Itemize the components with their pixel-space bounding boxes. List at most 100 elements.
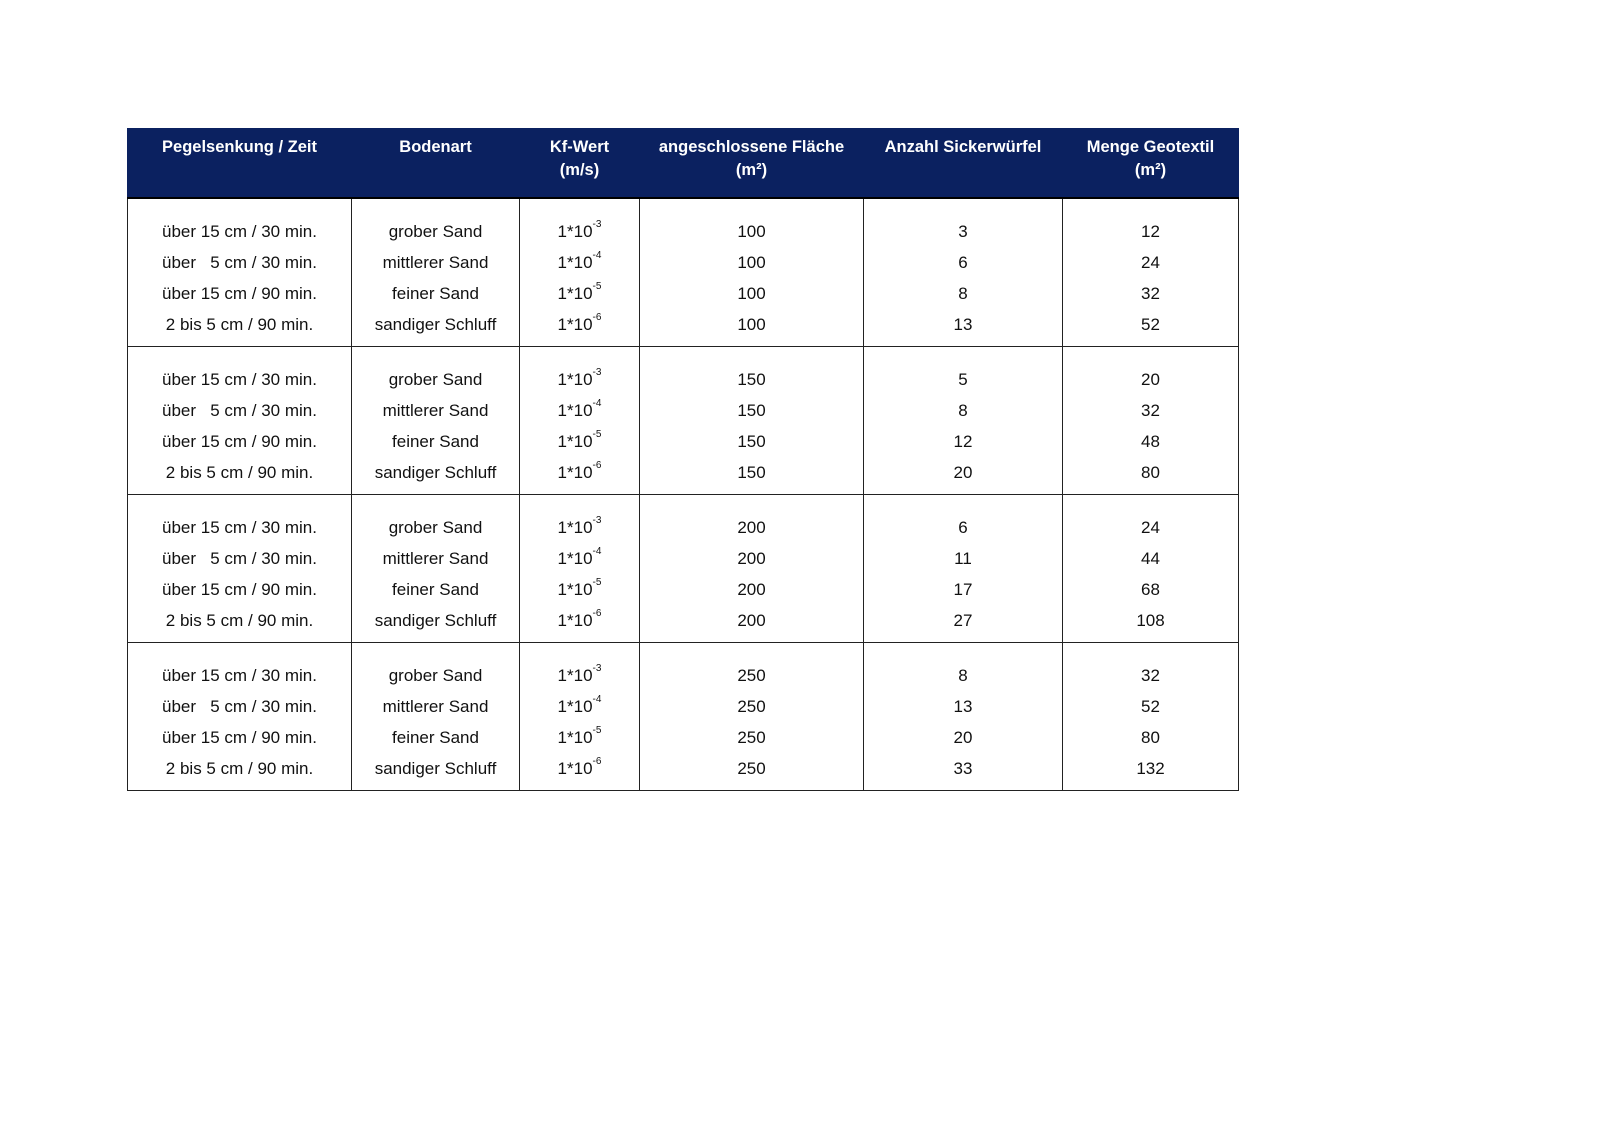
kf-base: 1*10 bbox=[557, 222, 593, 241]
bodenart-value: grober Sand bbox=[388, 518, 483, 537]
geotextil-value: 52 bbox=[1141, 697, 1160, 716]
kf-exponent: -3 bbox=[592, 663, 602, 674]
kf-exponent: -6 bbox=[592, 608, 602, 619]
sickerwuerfel-value: 5 bbox=[958, 370, 968, 389]
kf-base: 1*10 bbox=[557, 315, 593, 334]
kf-exponent: -3 bbox=[592, 515, 602, 526]
flaeche-value: 150 bbox=[737, 432, 766, 451]
geotextil-value: 32 bbox=[1141, 284, 1160, 303]
bodenart-value: grober Sand bbox=[388, 666, 483, 685]
kf-exponent: -4 bbox=[592, 250, 602, 261]
bodenart-value: mittlerer Sand bbox=[382, 253, 489, 272]
table-cell: 3 6 8 13 bbox=[863, 198, 1063, 347]
sickerwuerfel-value: 27 bbox=[953, 611, 973, 630]
flaeche-value: 100 bbox=[737, 253, 766, 272]
table-cell: grober Sand mittlerer Sand feiner Sand sand… bbox=[351, 346, 520, 495]
bodenart-value: feiner Sand bbox=[392, 284, 479, 303]
table-group: über 15 cm / 30 min. über 5 cm / 30 min. ü… bbox=[127, 642, 1239, 791]
kf-exponent: -6 bbox=[592, 312, 602, 323]
kf-exponent: -6 bbox=[592, 460, 602, 471]
table-cell: 6 11 17 27 bbox=[863, 494, 1063, 643]
flaeche-value: 250 bbox=[737, 666, 766, 685]
kf-exponent: -6 bbox=[592, 756, 602, 767]
flaeche-value: 100 bbox=[737, 222, 766, 241]
table-group: über 15 cm / 30 min. über 5 cm / 30 min. ü… bbox=[127, 494, 1239, 643]
geotextil-value: 44 bbox=[1141, 549, 1160, 568]
sickerwuerfel-value: 13 bbox=[953, 697, 973, 716]
table-cell: über 15 cm / 30 min. über 5 cm / 30 min. ü… bbox=[127, 494, 352, 643]
pegelsenkung-value: 2 bis 5 cm / 90 min. bbox=[165, 611, 314, 630]
table-cell: 8 13 20 33 bbox=[863, 642, 1063, 791]
kf-value: 1*10-6 bbox=[524, 309, 635, 340]
geotextil-value: 80 bbox=[1141, 463, 1160, 482]
bodenart-value: sandiger Schluff bbox=[374, 315, 497, 334]
table-cell: 24 44 68 108 bbox=[1062, 494, 1239, 643]
table-cell: 1*10-3 1*10-4 1*10-5 1*10-6 bbox=[519, 494, 640, 643]
column-header-label: Menge Geotextil bbox=[1086, 138, 1215, 156]
flaeche-value: 200 bbox=[737, 549, 766, 568]
flaeche-value: 250 bbox=[737, 697, 766, 716]
geotextil-value: 132 bbox=[1136, 759, 1165, 778]
pegelsenkung-value: über 15 cm / 90 min. bbox=[162, 284, 317, 303]
kf-value: 1*10-5 bbox=[524, 278, 635, 309]
kf-value: 1*10-6 bbox=[524, 605, 635, 636]
kf-value: 1*10-3 bbox=[524, 216, 635, 247]
column-header-label: Kf-Wert bbox=[549, 138, 610, 156]
pegelsenkung-value: über 15 cm / 30 min. bbox=[162, 518, 317, 537]
kf-base: 1*10 bbox=[557, 666, 593, 685]
kf-base: 1*10 bbox=[557, 463, 593, 482]
bodenart-value: sandiger Schluff bbox=[374, 463, 497, 482]
kf-base: 1*10 bbox=[557, 759, 593, 778]
flaeche-value: 250 bbox=[737, 728, 766, 747]
kf-value: 1*10-4 bbox=[524, 543, 635, 574]
sickerwuerfel-value: 17 bbox=[953, 580, 973, 599]
pegelsenkung-value: über 15 cm / 30 min. bbox=[162, 666, 317, 685]
column-header-unit: (m/s) bbox=[559, 161, 600, 179]
bodenart-value: feiner Sand bbox=[392, 728, 479, 747]
kf-value: 1*10-5 bbox=[524, 574, 635, 605]
sickerwuerfel-value: 12 bbox=[953, 432, 973, 451]
sickerwuerfel-value: 6 bbox=[958, 518, 968, 537]
kf-base: 1*10 bbox=[557, 697, 593, 716]
table-cell: 100 100 100 100 bbox=[639, 198, 864, 347]
table-cell: 200 200 200 200 bbox=[639, 494, 864, 643]
bodenart-value: mittlerer Sand bbox=[382, 401, 489, 420]
kf-base: 1*10 bbox=[557, 549, 593, 568]
bodenart-value: mittlerer Sand bbox=[382, 697, 489, 716]
kf-exponent: -5 bbox=[592, 577, 602, 588]
kf-exponent: -5 bbox=[592, 725, 602, 736]
pegelsenkung-value: 2 bis 5 cm / 90 min. bbox=[165, 315, 314, 334]
sickerwuerfel-value: 20 bbox=[953, 463, 973, 482]
pegelsenkung-value: über 15 cm / 30 min. bbox=[162, 370, 317, 389]
kf-base: 1*10 bbox=[557, 253, 593, 272]
pegelsenkung-value: über 5 cm / 30 min. bbox=[162, 401, 317, 420]
pegelsenkung-value: über 15 cm / 90 min. bbox=[162, 432, 317, 451]
bodenart-value: feiner Sand bbox=[392, 580, 479, 599]
table-cell: 32 52 80 132 bbox=[1062, 642, 1239, 791]
kf-value: 1*10-3 bbox=[524, 512, 635, 543]
kf-value: 1*10-6 bbox=[524, 457, 635, 488]
kf-exponent: -3 bbox=[592, 219, 602, 230]
geotextil-value: 32 bbox=[1141, 401, 1160, 420]
kf-value: 1*10-5 bbox=[524, 426, 635, 457]
kf-base: 1*10 bbox=[557, 518, 593, 537]
column-header-label: Pegelsenkung / Zeit bbox=[162, 138, 317, 156]
column-header: Anzahl Sickerwürfel bbox=[863, 128, 1063, 199]
column-header-label: angeschlossene Fläche bbox=[658, 138, 845, 156]
kf-base: 1*10 bbox=[557, 580, 593, 599]
column-header-unit: (m²) bbox=[735, 161, 768, 179]
column-header: angeschlossene Fläche (m²) bbox=[639, 128, 864, 199]
sickerwuerfel-value: 8 bbox=[958, 401, 968, 420]
pegelsenkung-value: über 5 cm / 30 min. bbox=[162, 549, 317, 568]
geotextil-value: 80 bbox=[1141, 728, 1160, 747]
bodenart-value: feiner Sand bbox=[392, 432, 479, 451]
geotextil-value: 52 bbox=[1141, 315, 1160, 334]
geotextil-value: 12 bbox=[1141, 222, 1160, 241]
pegelsenkung-value: über 15 cm / 30 min. bbox=[162, 222, 317, 241]
kf-value: 1*10-4 bbox=[524, 247, 635, 278]
bodenart-value: mittlerer Sand bbox=[382, 549, 489, 568]
table-row: über 15 cm / 30 min. über 5 cm / 30 min. ü… bbox=[127, 494, 1239, 643]
column-header-label: Bodenart bbox=[399, 138, 472, 156]
kf-exponent: -3 bbox=[592, 367, 602, 378]
flaeche-value: 150 bbox=[737, 463, 766, 482]
